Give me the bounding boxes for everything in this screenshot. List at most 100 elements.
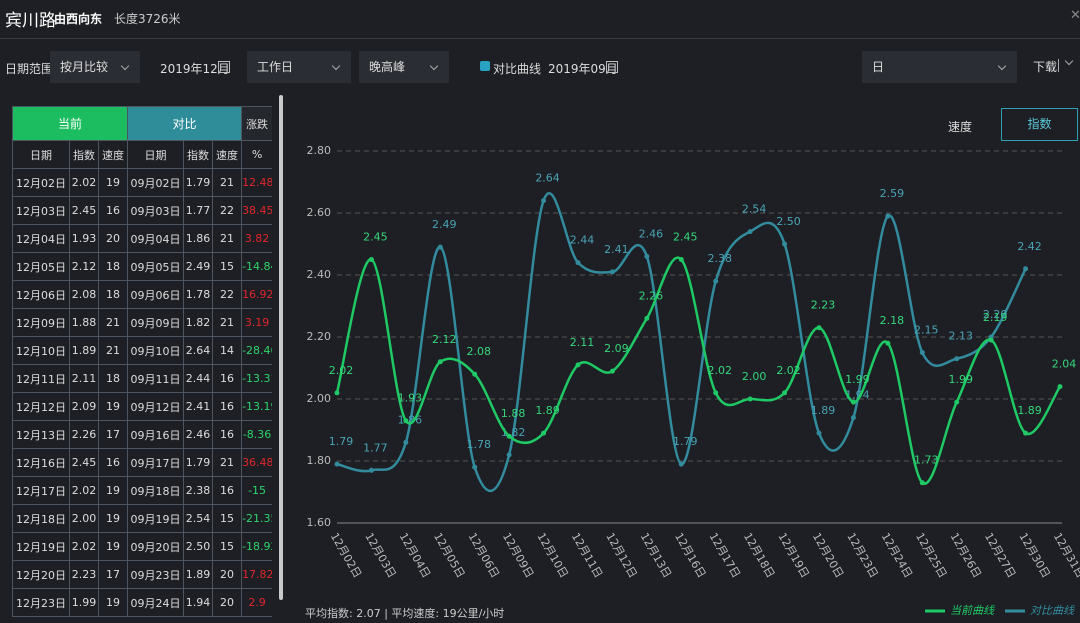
- table-cell: 1.89: [69, 336, 99, 365]
- data-point: [885, 340, 891, 346]
- select-text: 工作日: [257, 60, 294, 74]
- table-cell: 1.79: [183, 168, 214, 197]
- data-point: [472, 371, 478, 377]
- x-tick-label: 12月23日: [844, 531, 880, 581]
- table-cell: 12月06日: [12, 280, 70, 309]
- table-cell: -13.19: [241, 392, 272, 421]
- data-label: 2.44: [570, 234, 595, 247]
- data-point: [575, 260, 581, 266]
- table-cell: 17: [97, 560, 129, 589]
- table-cell: 20: [97, 224, 129, 253]
- data-label: 2.02: [776, 364, 801, 377]
- month-picker[interactable]: 2019年12月: [160, 62, 230, 76]
- data-point: [472, 464, 478, 470]
- table-cell: 1.77: [183, 196, 214, 225]
- table-cell: 12月16日: [12, 448, 70, 477]
- data-point: [1023, 266, 1029, 272]
- column-header: 指数: [183, 140, 214, 169]
- table-cell: 09月02日: [127, 168, 185, 197]
- y-tick-label: 2.00: [307, 392, 332, 405]
- checkbox-label[interactable]: 对比曲线: [493, 62, 542, 76]
- table-cell: 09月04日: [127, 224, 185, 253]
- data-point: [644, 315, 650, 321]
- data-point: [747, 396, 753, 402]
- period-select[interactable]: 晚高峰: [359, 51, 449, 83]
- x-tick-label: 12月13日: [638, 531, 674, 581]
- data-point: [609, 368, 615, 374]
- table-cell: 22: [212, 196, 243, 225]
- table-cell: 2.12: [69, 252, 99, 281]
- data-point: [885, 213, 891, 219]
- table-cell: 12月23日: [12, 588, 70, 617]
- data-point: [816, 430, 822, 436]
- data-label: 1.94: [845, 389, 870, 402]
- scrollbar[interactable]: [279, 95, 283, 600]
- data-label: 2.18: [880, 314, 905, 327]
- table-cell: 09月19日: [127, 504, 185, 533]
- data-label: 2.38: [707, 252, 732, 265]
- data-label: 2.54: [742, 203, 767, 216]
- data-point: [954, 356, 960, 362]
- series-line: [335, 256, 1062, 485]
- calendar-icon[interactable]: [606, 61, 618, 73]
- table-cell: 2.9: [241, 588, 272, 617]
- table-cell: 09月12日: [127, 392, 185, 421]
- data-point: [988, 337, 994, 343]
- direction: 由西向东: [54, 12, 103, 26]
- data-label: 2.64: [535, 172, 560, 185]
- x-tick-label: 12月05日: [431, 531, 467, 581]
- table-cell: 21: [212, 308, 243, 337]
- table-cell: 09月03日: [127, 196, 185, 225]
- table-cell: 12月13日: [12, 420, 70, 449]
- close-icon[interactable]: ✕: [1070, 8, 1080, 23]
- table-cell: 2.38: [183, 476, 214, 505]
- data-label: 2.08: [466, 345, 491, 358]
- select-text: 晚高峰: [369, 60, 406, 74]
- table-cell: 38.45: [241, 196, 272, 225]
- compare-mode-select[interactable]: 按月比较: [50, 51, 140, 83]
- data-point: [850, 399, 856, 405]
- table-cell: 12月02日: [12, 168, 70, 197]
- day-type-select[interactable]: 工作日: [247, 51, 351, 83]
- table-cell: 09月16日: [127, 420, 185, 449]
- table-cell: 1.88: [69, 308, 99, 337]
- table-cell: 19: [97, 168, 129, 197]
- x-tick-label: 12月09日: [500, 531, 536, 581]
- table-cell: 19: [97, 588, 129, 617]
- column-header: 速度: [212, 140, 243, 169]
- table-cell: 16: [212, 364, 243, 393]
- table-cell: 20: [212, 560, 243, 589]
- table-cell: 1.94: [183, 588, 214, 617]
- table-cell: 2.23: [69, 560, 99, 589]
- data-label: 2.13: [948, 330, 973, 343]
- table-cell: 3.82: [241, 224, 272, 253]
- data-point: [919, 350, 925, 355]
- data-point: [368, 257, 374, 262]
- table-cell: 12.48: [241, 168, 272, 197]
- table-cell: 22: [212, 280, 243, 309]
- table-cell: 1.89: [183, 560, 214, 589]
- y-tick-label: 2.20: [307, 330, 332, 343]
- filter-label: 日期范围: [5, 62, 54, 76]
- data-label: 2.20: [983, 308, 1008, 321]
- calendar-icon[interactable]: [218, 61, 230, 73]
- checkbox[interactable]: [480, 61, 490, 71]
- data-point: [713, 278, 719, 284]
- table-cell: 2.45: [69, 448, 99, 477]
- download-button[interactable]: 下载: [1033, 60, 1058, 74]
- x-tick-label: 12月25日: [913, 531, 949, 581]
- table-cell: 21: [212, 224, 243, 253]
- table-cell: 12月03日: [12, 196, 70, 225]
- toggle-speed[interactable]: 速度: [948, 120, 973, 134]
- month-picker[interactable]: 2019年09月: [548, 62, 618, 76]
- table-cell: 16: [212, 420, 243, 449]
- data-label: 1.93: [398, 392, 423, 405]
- data-label: 2.49: [432, 218, 457, 231]
- toggle-index[interactable]: 指数: [1001, 108, 1078, 141]
- granularity-select[interactable]: 日: [862, 51, 1017, 83]
- table-cell: 1.93: [69, 224, 99, 253]
- table-cell: 18: [97, 252, 129, 281]
- table-cell: 15: [212, 532, 243, 561]
- table-cell: 17: [97, 420, 129, 449]
- table-cell: 2.45: [69, 196, 99, 225]
